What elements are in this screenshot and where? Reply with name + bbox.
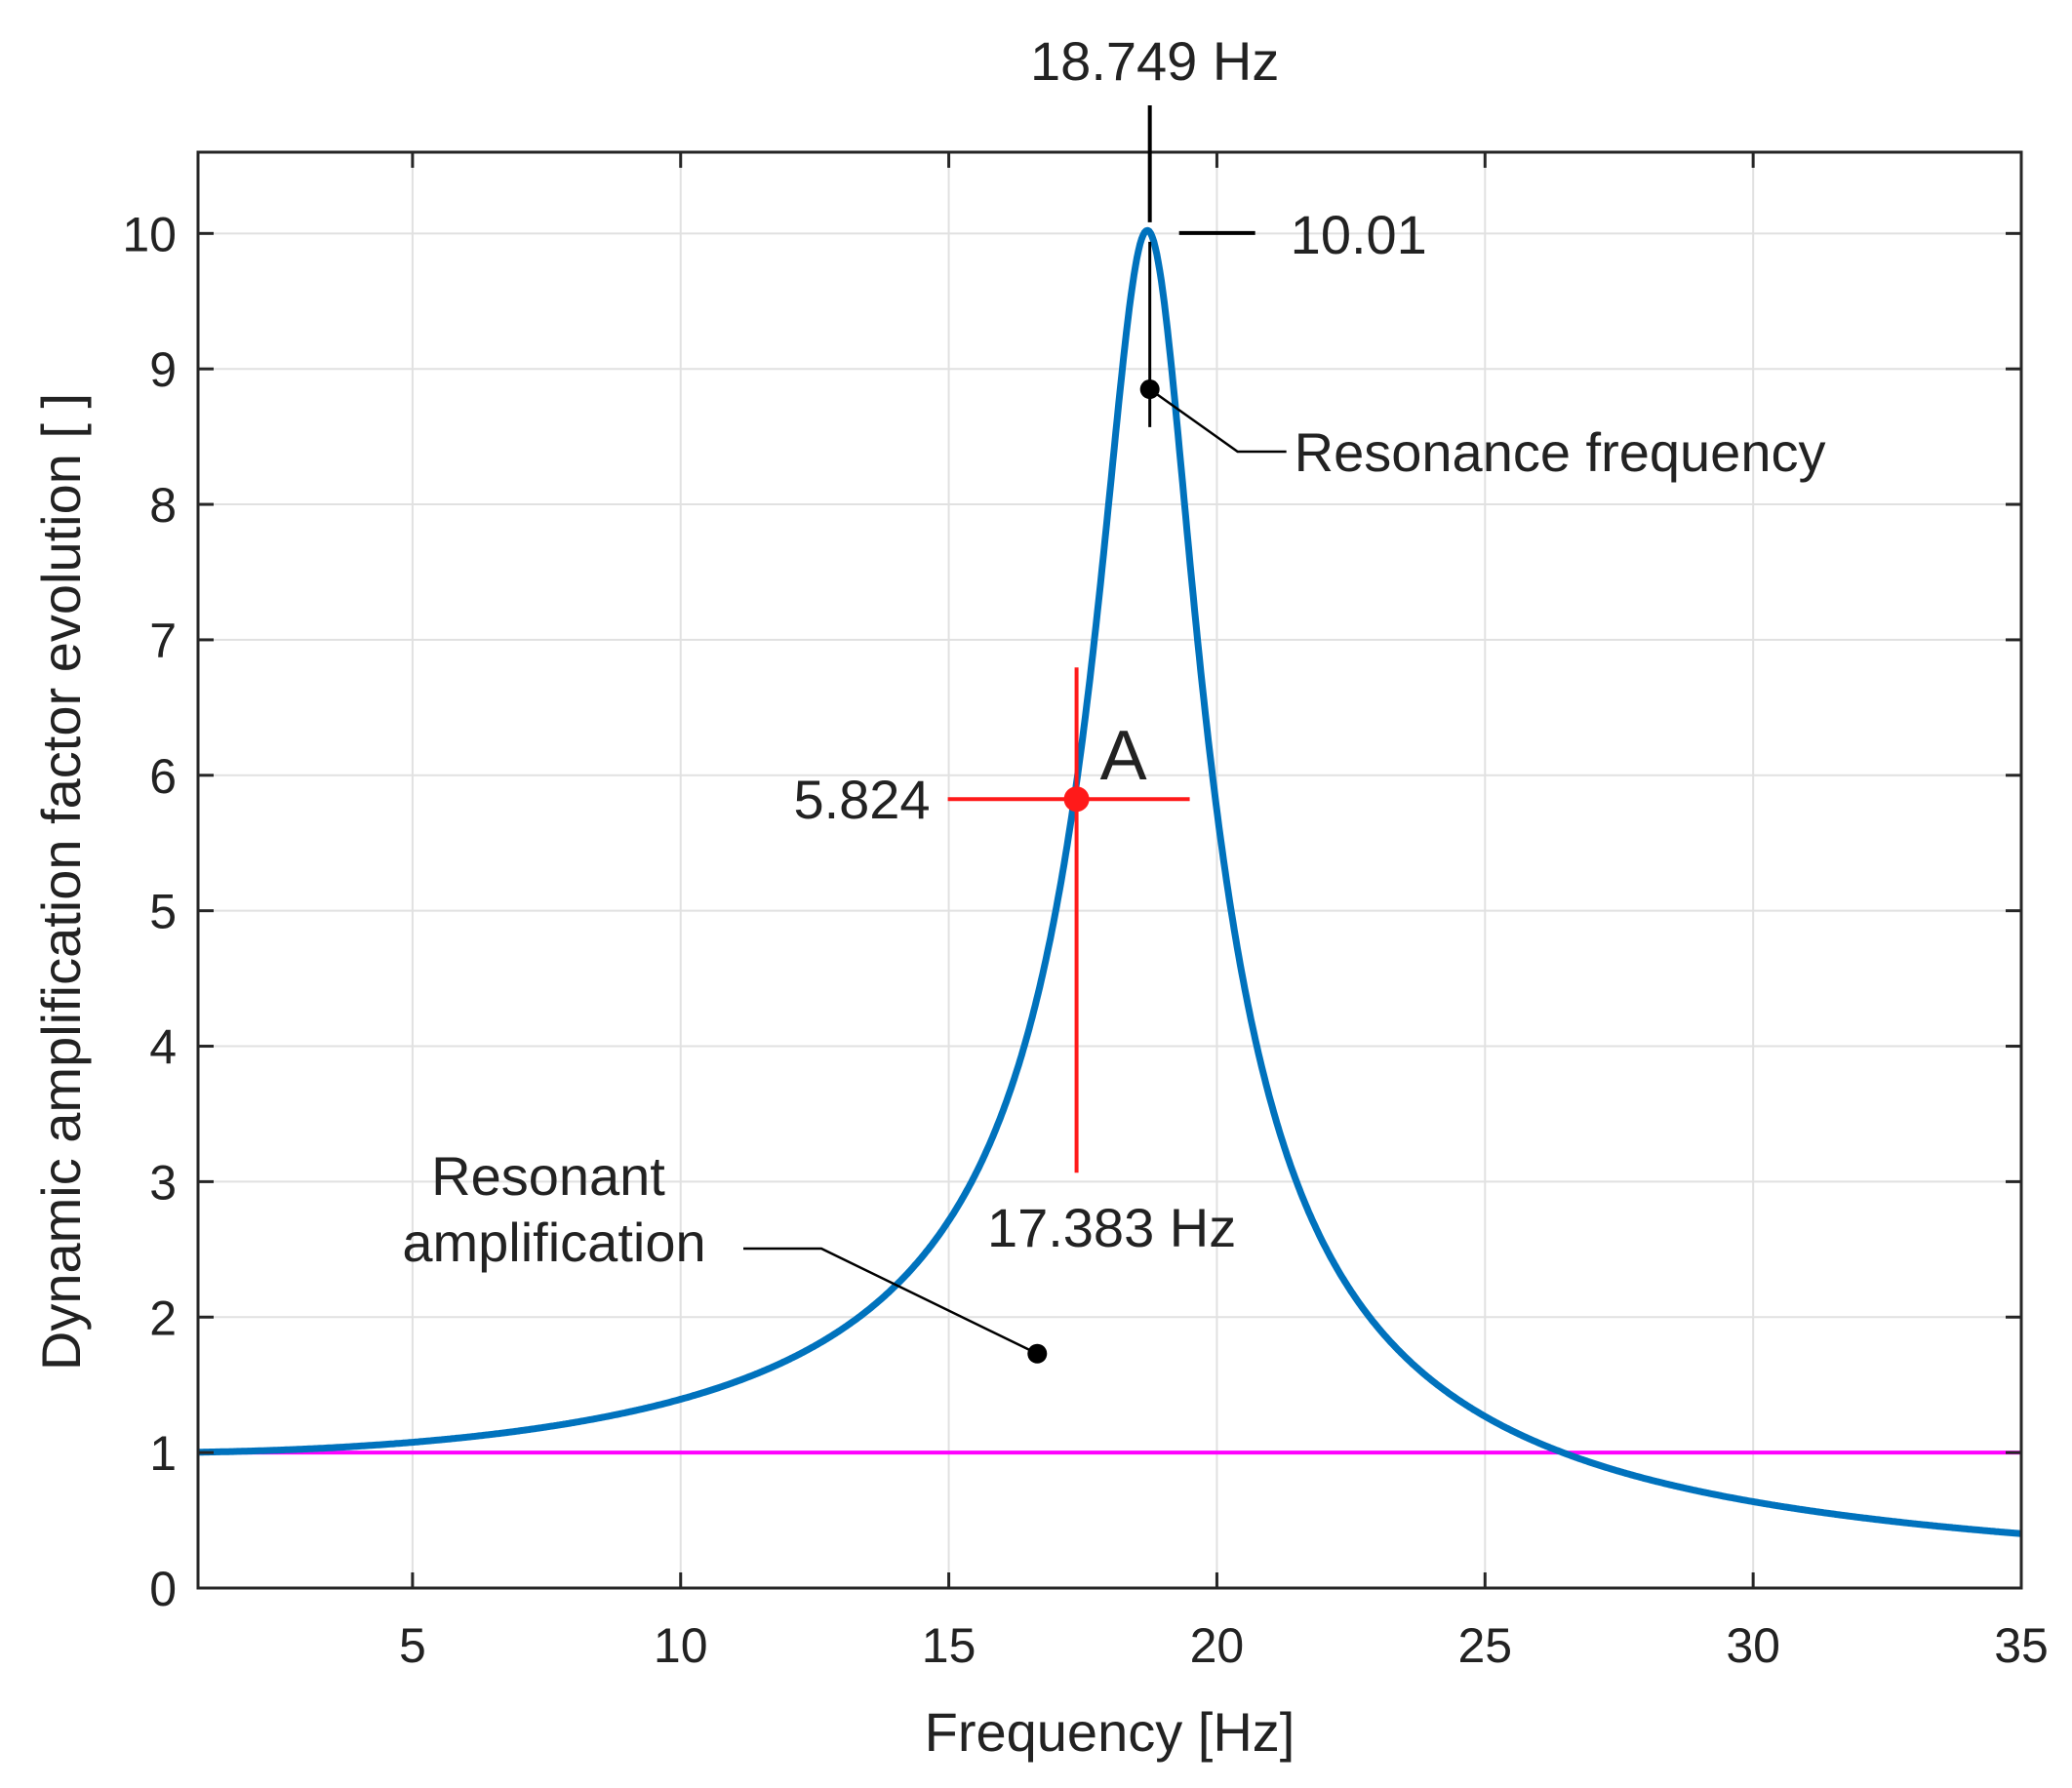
y-tick-label: 10: [122, 207, 177, 261]
x-tick-label: 25: [1457, 1618, 1512, 1673]
plot-frame: [196, 150, 2023, 1590]
amplification-curve: [196, 226, 2023, 1537]
peak-value-label: 10.01: [1291, 204, 1427, 265]
x-tick-label: 30: [1726, 1618, 1780, 1673]
point-a-frequency-label: 17.383 Hz: [987, 1197, 1236, 1258]
resonance-dot: [1139, 379, 1160, 400]
y-tick-label: 7: [149, 614, 177, 668]
x-tick-label: 5: [399, 1618, 426, 1673]
y-tick-label: 4: [149, 1020, 177, 1075]
y-tick-label: 0: [149, 1562, 177, 1616]
resonance-frequency-label: Resonance frequency: [1295, 421, 1826, 483]
axis-ticks: 5 10 15 20 25 30 35 0 1 2 3 4 5 6 7 8 9 10: [122, 152, 2049, 1673]
y-tick-label: 5: [149, 885, 177, 939]
y-tick-label: 6: [149, 749, 177, 804]
annotations: [743, 105, 1287, 1364]
resonant-amplification-label-line2: amplification: [402, 1212, 705, 1273]
x-tick-label: 35: [1994, 1618, 2049, 1673]
y-tick-label: 9: [149, 342, 177, 397]
resonance-leader: [1148, 388, 1287, 454]
y-tick-label: 2: [149, 1291, 177, 1345]
grid: [198, 152, 2022, 1589]
y-tick-label: 8: [149, 478, 177, 533]
resonant-amplification-label-line1: Resonant: [431, 1145, 665, 1207]
point-a-value-label: 5.824: [793, 769, 930, 830]
resonant-amplification-leader: [743, 1247, 1038, 1355]
y-tick-label: 1: [149, 1426, 177, 1481]
x-tick-label: 15: [922, 1618, 976, 1673]
resonant-amplification-dot: [1027, 1343, 1048, 1364]
y-axis-label: Dynamic amplification factor evolution […: [30, 393, 92, 1371]
x-tick-label: 10: [654, 1618, 708, 1673]
x-axis-label: Frequency [Hz]: [925, 1701, 1295, 1763]
point-a-marker: [1063, 786, 1090, 813]
y-tick-label: 3: [149, 1155, 177, 1210]
x-tick-label: 20: [1190, 1618, 1245, 1673]
point-a-label: A: [1100, 717, 1147, 795]
peak-frequency-label: 18.749 Hz: [1030, 30, 1279, 92]
